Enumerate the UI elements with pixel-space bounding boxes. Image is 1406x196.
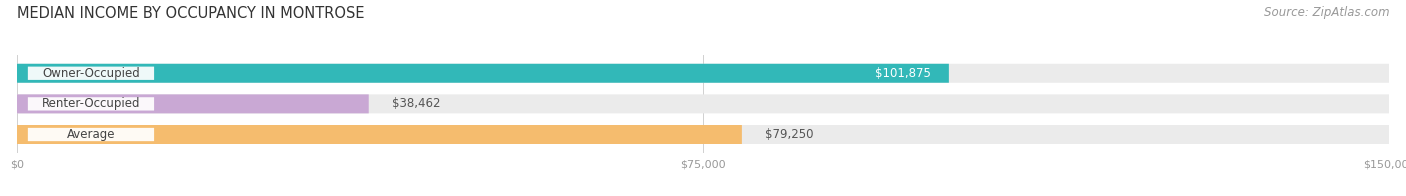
FancyBboxPatch shape — [17, 64, 949, 83]
FancyBboxPatch shape — [28, 97, 155, 111]
Text: $38,462: $38,462 — [392, 97, 440, 110]
Text: Average: Average — [66, 128, 115, 141]
FancyBboxPatch shape — [17, 94, 368, 113]
FancyBboxPatch shape — [17, 125, 1389, 144]
Text: $79,250: $79,250 — [765, 128, 813, 141]
FancyBboxPatch shape — [28, 128, 155, 141]
FancyBboxPatch shape — [28, 67, 155, 80]
FancyBboxPatch shape — [17, 125, 742, 144]
Text: Renter-Occupied: Renter-Occupied — [42, 97, 141, 110]
FancyBboxPatch shape — [17, 64, 1389, 83]
Text: MEDIAN INCOME BY OCCUPANCY IN MONTROSE: MEDIAN INCOME BY OCCUPANCY IN MONTROSE — [17, 6, 364, 21]
Text: Source: ZipAtlas.com: Source: ZipAtlas.com — [1264, 6, 1389, 19]
Text: Owner-Occupied: Owner-Occupied — [42, 67, 139, 80]
Text: $101,875: $101,875 — [875, 67, 931, 80]
FancyBboxPatch shape — [17, 94, 1389, 113]
